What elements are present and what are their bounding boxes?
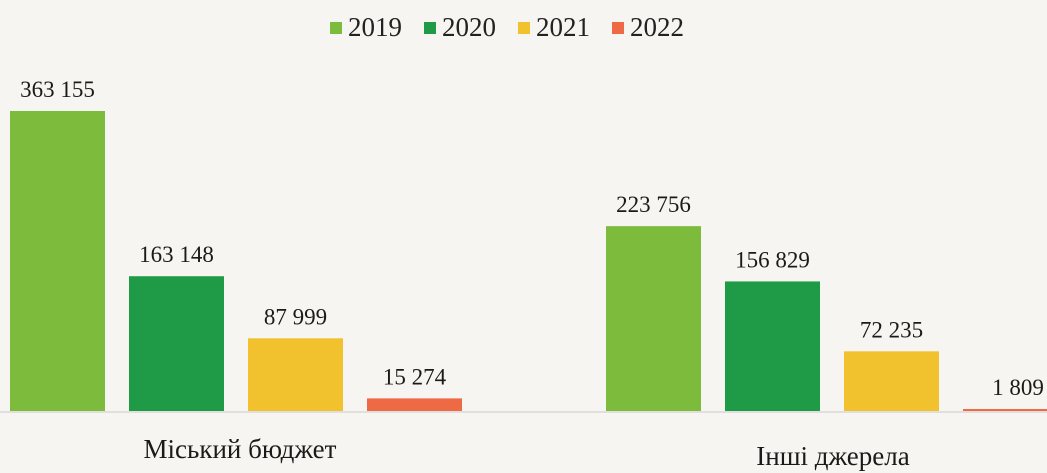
legend-item-2022: 2022 — [612, 12, 684, 43]
bar-2022-1 — [963, 409, 1047, 411]
legend-swatch-2019 — [330, 21, 342, 34]
bar-2021-1 — [844, 351, 939, 411]
bar-2022-0 — [367, 398, 462, 411]
data-label-2019-1: 223 756 — [616, 192, 691, 217]
legend-item-2020: 2020 — [424, 12, 496, 43]
data-label-2021-1: 72 235 — [860, 317, 923, 342]
bar-2020-0 — [129, 276, 224, 411]
data-label-2022-0: 15 274 — [383, 364, 447, 389]
chart-legend: 2019 2020 2021 2022 — [330, 12, 684, 43]
data-label-2019-0: 363 155 — [20, 77, 95, 102]
data-label-2022-1: 1 809 — [992, 375, 1044, 400]
legend-swatch-2020 — [424, 21, 436, 34]
legend-item-2019: 2019 — [330, 12, 402, 43]
legend-swatch-2022 — [612, 21, 624, 34]
bar-2020-1 — [725, 281, 820, 411]
legend-label-2022: 2022 — [630, 12, 684, 42]
bar-2019-1 — [606, 226, 701, 411]
category-label-1: Інші джерела — [756, 441, 909, 471]
legend-item-2021: 2021 — [518, 12, 590, 43]
data-label-2020-1: 156 829 — [735, 247, 810, 272]
bars-group — [10, 111, 1047, 411]
data-label-2020-0: 163 148 — [139, 242, 214, 267]
category-label-0: Міський бюджет — [144, 434, 337, 464]
bar-2021-0 — [248, 338, 343, 411]
data-label-2021-0: 87 999 — [264, 304, 327, 329]
legend-label-2021: 2021 — [536, 12, 590, 42]
category-labels-group: Міський бюджет Інші джерела — [144, 434, 910, 471]
legend-label-2019: 2019 — [348, 12, 402, 42]
bar-2019-0 — [10, 111, 105, 411]
legend-label-2020: 2020 — [442, 12, 496, 42]
data-labels-group: 363 155 163 148 87 999 15 274 223 756 156 829… — [20, 77, 1044, 400]
legend-swatch-2021 — [518, 21, 530, 34]
